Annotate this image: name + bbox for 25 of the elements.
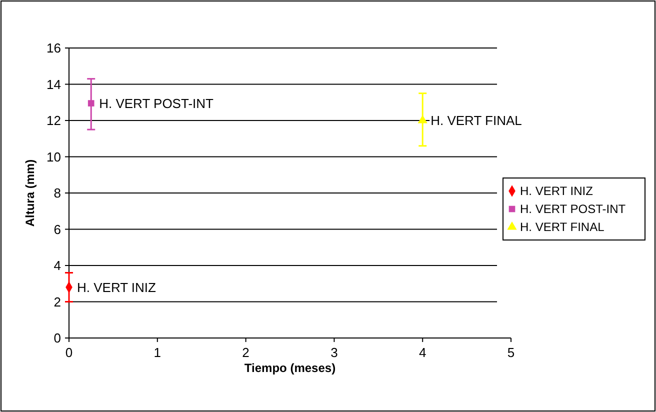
x-tick-label: 5 [507,345,515,360]
y-tick-label: 10 [46,149,61,164]
y-axis-title: Altura (mm) [23,159,37,227]
legend-label: H. VERT FINAL [520,220,605,234]
y-tick-label: 6 [54,222,61,237]
y-tick-label: 8 [54,186,61,201]
legend-label: H. VERT POST-INT [520,202,626,216]
legend-label: H. VERT INIZ [520,184,593,198]
y-tick-label: 2 [54,294,61,310]
y-tick-label: 4 [54,258,61,274]
x-tick-label: 2 [242,345,250,360]
point [418,114,428,124]
text: H. VERT FINAL [430,113,522,128]
y-tick-label: 0 [54,330,61,346]
x-tick-label: 0 [65,345,73,360]
text: H. VERT POST-INT [99,96,214,111]
text: H. VERT INIZ [77,280,156,295]
y-tick-label: 14 [46,76,61,92]
x-tick-label: 4 [418,345,426,360]
x-tick-label: 3 [330,345,338,360]
y-tick-label: 12 [46,113,61,128]
y-tick-label: 16 [46,40,61,56]
x-axis-title: Tiempo (meses) [244,361,336,375]
point [88,100,94,106]
x-tick-label: 1 [154,345,162,360]
